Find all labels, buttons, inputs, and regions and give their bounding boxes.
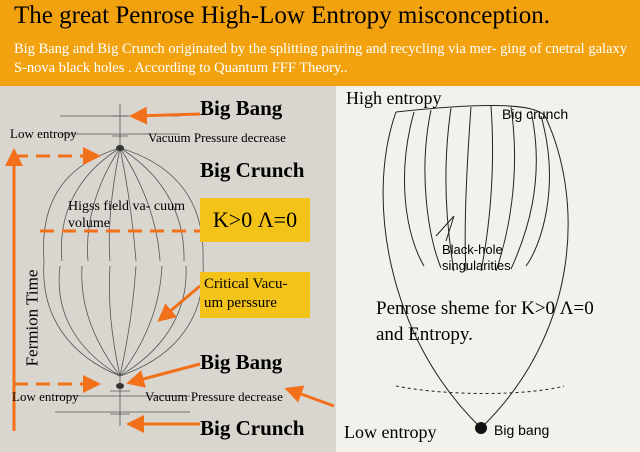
- vacuum-pressure-bottom-label: Vacuum Pressure decrease: [145, 389, 283, 404]
- page-title: The great Penrose High-Low Entropy misco…: [14, 2, 550, 29]
- equation-box: K>0 Λ=0: [200, 198, 310, 242]
- big-bang-bottom-arrow: [126, 362, 201, 388]
- high-entropy-label: High entropy: [346, 88, 442, 108]
- penrose-universe-drawing: [382, 104, 569, 434]
- header-banner: The great Penrose High-Low Entropy misco…: [0, 0, 640, 86]
- low-entropy-label: Low entropy: [344, 422, 437, 442]
- big-bang-label: Big bang: [494, 422, 550, 438]
- low-entropy-link-arrow: [284, 385, 335, 408]
- big-crunch-bottom-label: Big Crunch: [200, 416, 305, 440]
- fff-scheme-panel: Big Bang Low entropy Vacuum Pressure dec…: [0, 86, 336, 452]
- bottom-singularity: [116, 383, 124, 389]
- fermion-time-label: Fermion Time: [22, 269, 42, 367]
- vacuum-pressure-top-label: Vacuum Pressure decrease: [148, 130, 286, 145]
- big-bang-top-label: Big Bang: [200, 96, 283, 120]
- top-singularity: [116, 145, 124, 151]
- penrose-scheme-panel: High entropy Big crunch Black-hole singu…: [336, 86, 640, 452]
- higgs-field-label: Higss field va- cuum volume: [68, 199, 186, 231]
- penrose-scheme-label: Penrose sheme for K>0 Λ=0 and Entropy.: [376, 298, 594, 345]
- big-bang-top-arrow: [129, 106, 201, 125]
- page-subtitle: Big Bang and Big Crunch originated by th…: [14, 41, 627, 76]
- big-bang-bottom-label: Big Bang: [200, 350, 283, 374]
- fff-universe-drawing: [5, 104, 335, 433]
- low-entropy-top-label: Low entropy: [10, 126, 77, 141]
- low-entropy-bottom-label: Low entropy: [12, 389, 79, 404]
- critical-vacuum-arrow: [157, 284, 201, 322]
- big-crunch-label: Big crunch: [502, 106, 569, 122]
- big-crunch-top-label: Big Crunch: [200, 158, 305, 182]
- black-hole-singularities-label: Black-hole singularities: [442, 242, 511, 273]
- critical-vacuum-box: Critical Vacu- um perssure: [200, 272, 310, 318]
- big-bang-point: [475, 422, 487, 434]
